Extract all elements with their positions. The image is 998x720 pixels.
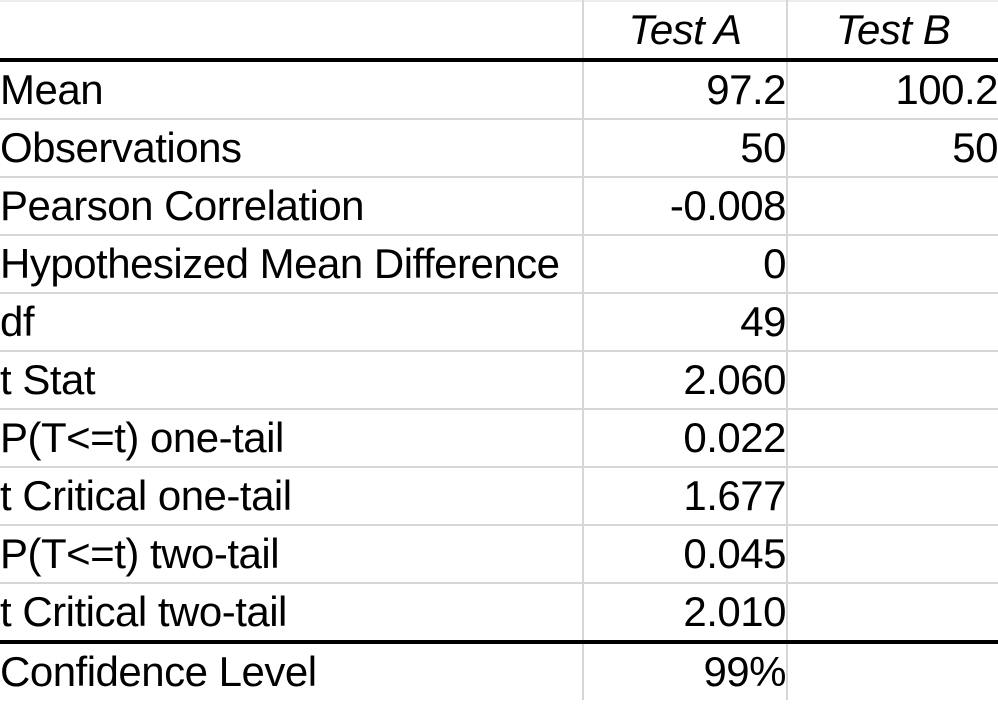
value-test-a: 0 [583, 235, 788, 294]
table-row-pearson-correlation: Pearson Correlation -0.008 [0, 177, 998, 236]
corner-cell [0, 1, 584, 62]
table-row-observations: Observations 50 50 [0, 119, 998, 178]
column-header-test-b: Test B [787, 1, 998, 62]
row-label: Pearson Correlation [0, 177, 584, 236]
value-test-a: 49 [583, 293, 788, 352]
value-test-b [787, 467, 998, 526]
value-test-b [787, 351, 998, 410]
value-test-b [787, 177, 998, 236]
value-test-b: 50 [787, 119, 998, 178]
value-test-b [787, 642, 998, 700]
table-row-hypothesized-mean-difference: Hypothesized Mean Difference 0 [0, 235, 998, 294]
value-test-b [787, 235, 998, 294]
table-row-df: df 49 [0, 293, 998, 352]
row-label: df [0, 293, 584, 352]
table-row-confidence-level: Confidence Level 99% [0, 642, 998, 700]
value-test-a: 97.2 [583, 60, 788, 120]
value-test-a: 99% [583, 642, 788, 700]
value-test-a: 50 [583, 119, 788, 178]
table-row-t-critical-one-tail: t Critical one-tail 1.677 [0, 467, 998, 526]
row-label: t Stat [0, 351, 584, 410]
value-test-b [787, 409, 998, 468]
header-row: Test A Test B [0, 1, 998, 62]
value-test-a: 2.010 [583, 583, 788, 644]
value-test-a: -0.008 [583, 177, 788, 236]
value-test-b [787, 583, 998, 644]
t-test-results-table: Test A Test B Mean 97.2 100.2 Observatio… [0, 0, 998, 700]
row-label: Mean [0, 60, 584, 120]
table-row-t-stat: t Stat 2.060 [0, 351, 998, 410]
value-test-a: 0.022 [583, 409, 788, 468]
value-test-b: 100.2 [787, 60, 998, 120]
table-row-t-critical-two-tail: t Critical two-tail 2.010 [0, 583, 998, 644]
row-label: Confidence Level [0, 642, 584, 700]
row-label: t Critical one-tail [0, 467, 584, 526]
table-row-p-two-tail: P(T<=t) two-tail 0.045 [0, 525, 998, 584]
value-test-a: 1.677 [583, 467, 788, 526]
table-row-mean: Mean 97.2 100.2 [0, 60, 998, 120]
value-test-a: 0.045 [583, 525, 788, 584]
row-label: t Critical two-tail [0, 583, 584, 644]
row-label: Hypothesized Mean Difference [0, 235, 584, 294]
value-test-a: 2.060 [583, 351, 788, 410]
row-label: P(T<=t) two-tail [0, 525, 584, 584]
table-row-p-one-tail: P(T<=t) one-tail 0.022 [0, 409, 998, 468]
row-label: Observations [0, 119, 584, 178]
column-header-test-a: Test A [583, 1, 788, 62]
row-label: P(T<=t) one-tail [0, 409, 584, 468]
value-test-b [787, 293, 998, 352]
value-test-b [787, 525, 998, 584]
